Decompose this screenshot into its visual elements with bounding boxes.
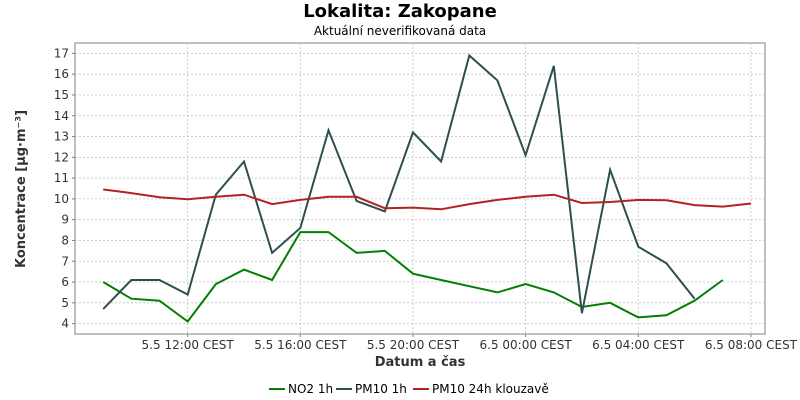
- legend: NO2 1h PM10 1h PM10 24h klouzavě: [269, 382, 549, 396]
- series-lines: [102, 53, 752, 323]
- series-line-3: [103, 188, 752, 211]
- horizontal-gridlines: [75, 52, 765, 325]
- y-tick-label: 10: [54, 192, 69, 206]
- series-line-1: [102, 231, 724, 323]
- y-tick-label: 4: [61, 317, 69, 331]
- y-tick-label: 11: [54, 171, 69, 185]
- y-axis-ticks: 4 5 6 7 8 9 10 11 12 13 14 15 16 17: [54, 46, 75, 331]
- y-tick-label: 16: [54, 67, 69, 81]
- y-axis-label: Koncentrace [µg·m⁻³]: [14, 110, 29, 268]
- legend-label: PM10 24h klouzavě: [432, 382, 549, 396]
- y-tick-label: 17: [54, 46, 69, 60]
- vertical-gridlines: [187, 43, 752, 334]
- x-tick-label: 6.5 08:00 CEST: [705, 338, 798, 352]
- y-tick-label: 12: [54, 150, 69, 164]
- y-tick-label: 13: [54, 130, 69, 144]
- x-axis-label: Datum a čas: [375, 355, 466, 370]
- y-tick-label: 14: [54, 109, 69, 123]
- chart-title: Lokalita: Zakopane: [303, 1, 497, 22]
- x-tick-label: 5.5 12:00 CEST: [142, 338, 235, 352]
- chart-subtitle: Aktuální neverifikovaná data: [313, 24, 487, 38]
- x-tick-label: 5.5 16:00 CEST: [254, 338, 347, 352]
- y-tick-label: 6: [61, 275, 69, 289]
- x-tick-label: 6.5 04:00 CEST: [592, 338, 685, 352]
- x-tick-label: 5.5 20:00 CEST: [367, 338, 460, 352]
- x-tick-label: 6.5 00:00 CEST: [480, 338, 573, 352]
- legend-label: PM10 1h: [355, 382, 407, 396]
- series-line-2: [102, 53, 696, 314]
- y-tick-label: 5: [61, 296, 69, 310]
- y-tick-label: 15: [54, 88, 69, 102]
- y-tick-label: 7: [61, 254, 69, 268]
- x-axis-ticks: 5.5 12:00 CEST 5.5 16:00 CEST 5.5 20:00 CE…: [142, 334, 798, 352]
- legend-label: NO2 1h: [288, 382, 333, 396]
- y-tick-label: 9: [61, 213, 69, 227]
- y-tick-label: 8: [61, 233, 69, 247]
